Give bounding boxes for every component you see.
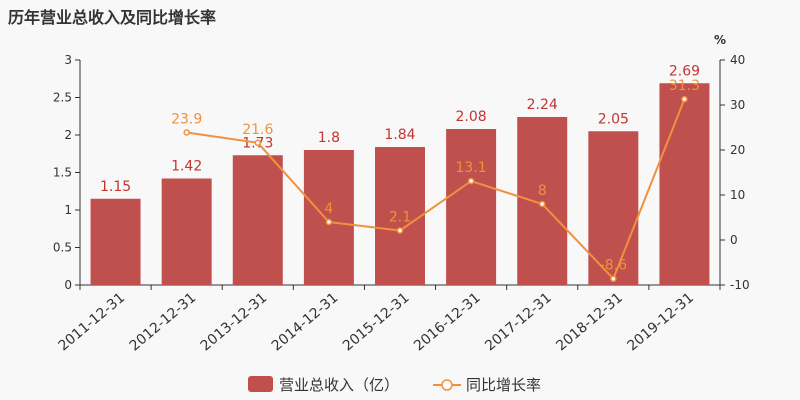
- growth-value-label: 21.6: [242, 122, 273, 138]
- bar: [659, 83, 710, 285]
- right-tick-label: 0: [730, 233, 738, 247]
- right-tick-label: 30: [730, 98, 745, 112]
- x-tick-label: 2016-12-31: [411, 290, 484, 355]
- left-tick-label: 0.5: [53, 241, 72, 255]
- x-tick-label: 2012-12-31: [127, 290, 200, 355]
- bar: [232, 155, 283, 285]
- x-tick-label: 2019-12-31: [624, 290, 697, 355]
- growth-value-label: 31.3: [669, 78, 700, 94]
- bar-value-label: 1.42: [171, 159, 202, 175]
- bar-value-label: 2.24: [527, 97, 558, 113]
- right-axis-unit: %: [714, 33, 726, 47]
- right-tick-label: 20: [730, 143, 745, 157]
- bar-value-label: 2.08: [456, 109, 487, 125]
- x-tick-label: 2011-12-31: [56, 290, 129, 355]
- growth-point: [467, 177, 475, 185]
- growth-point: [610, 275, 617, 282]
- growth-value-label: 13.1: [456, 160, 487, 176]
- growth-line: [186, 98, 686, 281]
- right-tick-label: 10: [730, 188, 745, 202]
- bar: [90, 198, 141, 285]
- left-tick-label: 2.5: [53, 91, 72, 105]
- legend-bar-swatch: [248, 376, 273, 392]
- left-tick-label: 2: [64, 128, 72, 142]
- growth-point: [538, 200, 546, 208]
- bar-value-label: 2.05: [598, 111, 629, 127]
- growth-value-label: 23.9: [171, 111, 202, 127]
- chart-title: 历年营业总收入及同比增长率: [8, 8, 217, 27]
- growth-point: [396, 227, 404, 234]
- bar: [446, 129, 497, 285]
- x-tick-label: 2017-12-31: [482, 290, 555, 355]
- bar: [375, 147, 425, 285]
- bar: [303, 150, 354, 285]
- x-tick-label: 2015-12-31: [340, 290, 413, 355]
- bar-value-label: 1.8: [318, 130, 340, 146]
- growth-value-label: 4: [324, 201, 333, 217]
- legend-line-label: 同比增长率: [466, 376, 541, 394]
- growth-value-label: 2.1: [389, 210, 411, 226]
- x-tick-label: 2013-12-31: [198, 290, 271, 355]
- bar: [161, 178, 212, 285]
- x-tick-label: 2018-12-31: [553, 290, 626, 355]
- legend-line-marker: [441, 379, 453, 391]
- left-tick-label: 3: [64, 53, 72, 67]
- growth-point: [681, 95, 688, 103]
- x-tick-label: 2014-12-31: [269, 290, 342, 355]
- growth-point: [325, 218, 333, 226]
- bar-value-label: 1.84: [384, 127, 415, 143]
- bar-value-label: 1.15: [100, 179, 131, 195]
- right-tick-label: 40: [730, 53, 745, 67]
- left-tick-label: 1.5: [53, 166, 72, 180]
- legend-bar-label: 营业总收入（亿）: [279, 376, 399, 394]
- left-tick-label: 1: [64, 203, 72, 217]
- left-tick-label: 0: [64, 278, 72, 292]
- growth-point: [254, 139, 262, 147]
- growth-value-label: -8.6: [600, 258, 627, 274]
- bar-value-label: 2.69: [669, 63, 700, 79]
- bar: [588, 131, 639, 285]
- right-tick-label: -10: [730, 278, 750, 292]
- growth-point: [183, 129, 190, 136]
- growth-value-label: 8: [538, 183, 547, 199]
